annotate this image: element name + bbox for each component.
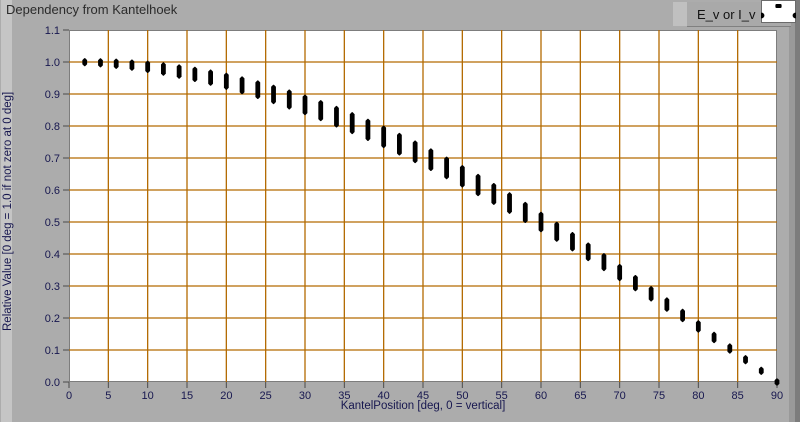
svg-text:1.1: 1.1: [45, 25, 60, 37]
svg-text:20: 20: [220, 390, 232, 402]
svg-text:30: 30: [299, 390, 311, 402]
svg-text:0.2: 0.2: [45, 313, 60, 325]
svg-text:50: 50: [456, 390, 468, 402]
svg-text:0.1: 0.1: [45, 345, 60, 357]
svg-text:60: 60: [535, 390, 547, 402]
svg-text:45: 45: [417, 390, 429, 402]
svg-text:0: 0: [66, 390, 72, 402]
svg-text:25: 25: [260, 390, 272, 402]
svg-text:85: 85: [732, 390, 744, 402]
svg-text:75: 75: [653, 390, 665, 402]
svg-text:65: 65: [574, 390, 586, 402]
svg-text:0.0: 0.0: [45, 377, 60, 389]
svg-text:90: 90: [771, 390, 783, 402]
svg-text:0.6: 0.6: [45, 185, 60, 197]
svg-text:0.5: 0.5: [45, 217, 60, 229]
svg-text:70: 70: [614, 390, 626, 402]
svg-text:80: 80: [692, 390, 704, 402]
svg-text:1.0: 1.0: [45, 57, 60, 69]
svg-text:0.8: 0.8: [45, 121, 60, 133]
svg-text:10: 10: [142, 390, 154, 402]
svg-text:15: 15: [181, 390, 193, 402]
svg-text:5: 5: [105, 390, 111, 402]
svg-text:0.7: 0.7: [45, 153, 60, 165]
svg-text:40: 40: [378, 390, 390, 402]
svg-text:55: 55: [496, 390, 508, 402]
svg-text:0.3: 0.3: [45, 281, 60, 293]
svg-text:35: 35: [338, 390, 350, 402]
svg-text:0.9: 0.9: [45, 89, 60, 101]
svg-text:0.4: 0.4: [45, 249, 60, 261]
